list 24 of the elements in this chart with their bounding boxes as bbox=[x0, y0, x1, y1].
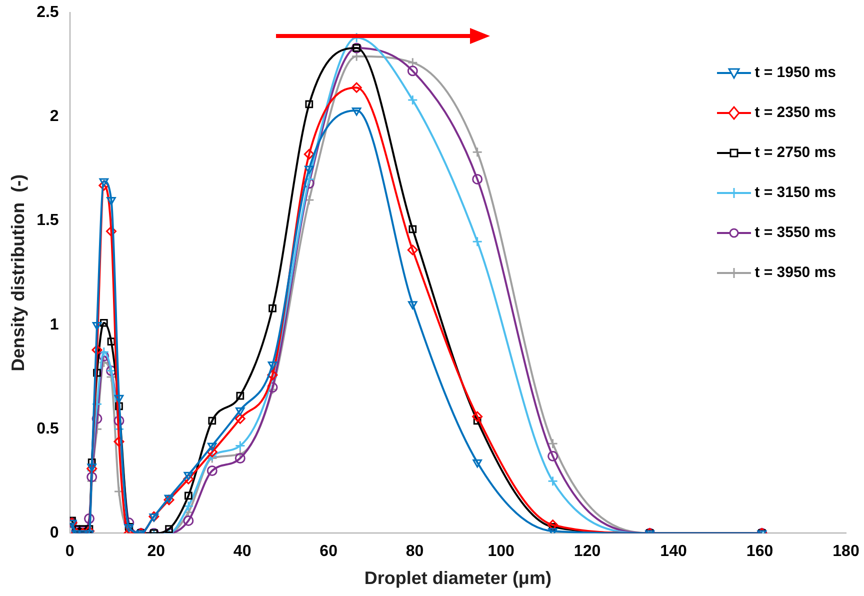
y-tick-label: 2.5 bbox=[36, 4, 59, 22]
x-tick-label: 60 bbox=[320, 543, 338, 560]
x-tick-label: 160 bbox=[746, 543, 774, 560]
x-axis-title: Droplet diameter (μm) bbox=[364, 568, 552, 588]
x-tick-label: 180 bbox=[832, 543, 860, 560]
x-tick-label: 100 bbox=[488, 543, 514, 560]
legend-label: t = 2750 ms bbox=[754, 144, 836, 162]
x-tick-label: 20 bbox=[147, 543, 166, 560]
y-tick-label: 1 bbox=[50, 316, 59, 334]
legend-label: t = 3550 ms bbox=[754, 224, 836, 242]
x-tick-label: 140 bbox=[660, 543, 687, 560]
legend-label: t = 1950 ms bbox=[754, 64, 836, 82]
y-tick-label: 2 bbox=[50, 108, 59, 126]
x-tick-label: 80 bbox=[406, 543, 424, 560]
x-tick-label: 120 bbox=[574, 543, 601, 560]
x-tick-label: 40 bbox=[233, 543, 252, 560]
legend-label: t = 3150 ms bbox=[754, 184, 836, 202]
y-axis-title: Density distribution (-) bbox=[8, 174, 28, 372]
y-tick-label: 0 bbox=[50, 524, 59, 542]
y-tick-label: 0.5 bbox=[36, 420, 59, 438]
x-tick-label: 0 bbox=[65, 543, 74, 560]
legend-label: t = 2350 ms bbox=[754, 104, 836, 122]
legend-label: t = 3950 ms bbox=[754, 264, 836, 282]
y-tick-label: 1.5 bbox=[36, 212, 59, 230]
